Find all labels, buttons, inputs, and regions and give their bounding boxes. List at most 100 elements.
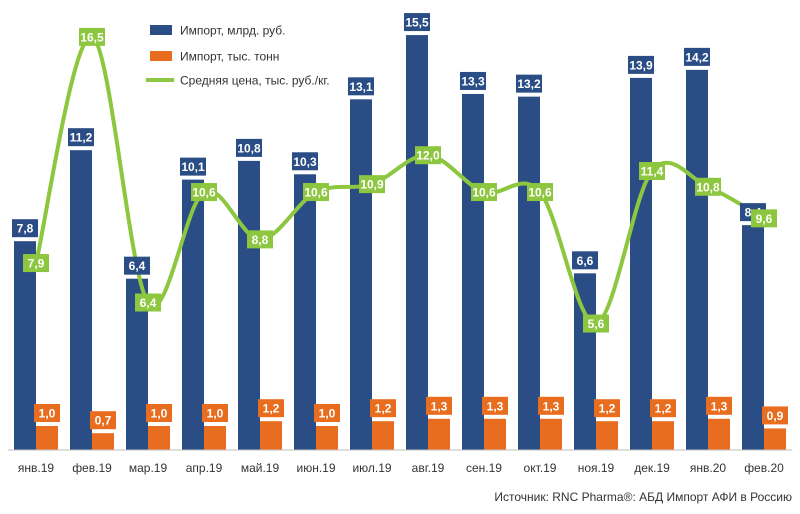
label-import-tons-май.19-box <box>258 399 284 418</box>
legend-swatch-1 <box>150 25 172 35</box>
label-import-tons-апр.19-text: 1,0 <box>207 407 224 421</box>
label-avg-price-мар.19: 6,4 <box>135 293 161 312</box>
label-avg-price-дек.19: 11,4 <box>639 162 665 180</box>
bar-import-rub-сен.19 <box>462 93 484 451</box>
bar-import-tons-апр.19 <box>204 426 226 450</box>
label-import-tons-июн.19: 1,0 <box>314 404 340 422</box>
label-avg-price-сен.19-text: 10,6 <box>472 186 496 200</box>
avg-price-labels: 7,9 16,5 6,4 10,6 8,8 10,6 10,9 12,0 10,6 10,6 5,6… <box>23 27 777 333</box>
label-avg-price-май.19-text: 8,8 <box>252 233 269 247</box>
label-import-tons-май.19-text: 1,2 <box>263 402 280 416</box>
x-tick-янв.19: янв.19 <box>18 461 55 475</box>
label-import-rub-сен.19-text: 13,3 <box>461 74 485 88</box>
label-avg-price-апр.19: 10,6 <box>191 183 217 202</box>
label-avg-price-апр.19-text: 10,6 <box>192 186 216 200</box>
bar-import-rub-май.19 <box>238 160 260 450</box>
label-import-tons-авг.19-text: 1,3 <box>431 399 448 413</box>
legend-label-2: Импорт, тыс. тонн <box>180 50 279 64</box>
label-avg-price-июн.19-text: 10,6 <box>304 186 328 200</box>
label-import-rub-июл.19-text: 13,1 <box>349 80 373 94</box>
bar-import-tons-мар.19 <box>148 426 170 450</box>
label-import-tons-фев.20: 0,9 <box>762 406 788 425</box>
label-import-rub-апр.19-box <box>180 157 206 176</box>
label-import-rub-авг.19-box <box>404 13 430 32</box>
label-import-rub-ноя.19-text: 6,6 <box>577 254 594 268</box>
x-tick-апр.19: апр.19 <box>186 461 223 475</box>
label-import-rub-мар.19-text: 6,4 <box>129 259 146 273</box>
label-import-tons-мар.19: 1,0 <box>146 404 172 422</box>
label-avg-price-дек.19-box <box>639 162 665 180</box>
bar-import-rub-мар.19 <box>126 278 148 450</box>
label-avg-price-авг.19-box <box>415 146 441 165</box>
bar-import-rub-авг.19 <box>406 35 428 450</box>
label-avg-price-янв.19-box <box>23 254 49 273</box>
label-avg-price-янв.19-text: 7,9 <box>28 257 45 271</box>
label-import-rub-окт.19-box <box>516 74 542 93</box>
label-import-rub-дек.19: 13,9 <box>628 55 654 74</box>
bar-import-rub-дек.19 <box>630 77 652 450</box>
label-import-tons-дек.19: 1,2 <box>650 399 676 418</box>
label-avg-price-сен.19: 10,6 <box>471 183 497 202</box>
label-avg-price-июн.19-box <box>303 183 329 202</box>
label-import-rub-июн.19-box <box>292 152 318 171</box>
import-tons-labels: 1,0 0,7 1,0 1,0 1,2 1,0 1,2 1,3 1,3 1,3 1,2 1,2 1,3 0… <box>34 396 788 430</box>
label-import-tons-апр.19: 1,0 <box>202 404 228 422</box>
bar-import-rub-янв.19 <box>14 241 36 450</box>
label-import-tons-авг.19: 1,3 <box>426 396 452 415</box>
label-import-tons-июл.19-box <box>370 399 396 418</box>
label-import-rub-янв.20: 14,2 <box>684 47 710 66</box>
label-import-tons-июн.19-box <box>314 404 340 422</box>
label-import-rub-янв.19: 7,8 <box>12 219 38 238</box>
legend: Импорт, млрд. руб. Импорт, тыс. тонн Средн… <box>146 24 330 88</box>
label-import-rub-авг.19-text: 15,5 <box>405 16 429 30</box>
bar-import-rub-фев.20 <box>742 225 764 450</box>
label-import-rub-янв.20-text: 14,2 <box>685 50 709 64</box>
label-import-rub-апр.19: 10,1 <box>180 157 206 176</box>
label-import-rub-мар.19: 6,4 <box>124 256 150 275</box>
label-import-rub-янв.20-box <box>684 47 710 66</box>
label-avg-price-май.19: 8,8 <box>247 230 273 249</box>
label-import-tons-сен.19-text: 1,3 <box>487 399 504 413</box>
label-import-tons-июл.19-text: 1,2 <box>375 402 392 416</box>
label-import-tons-май.19: 1,2 <box>258 399 284 418</box>
label-avg-price-фев.20-text: 9,6 <box>756 212 773 226</box>
label-import-tons-апр.19-box <box>202 404 228 422</box>
label-import-tons-дек.19-text: 1,2 <box>655 402 672 416</box>
label-import-rub-окт.19-text: 13,2 <box>517 77 541 91</box>
label-import-rub-сен.19: 13,3 <box>460 71 486 90</box>
label-avg-price-июн.19: 10,6 <box>303 183 329 202</box>
label-import-tons-янв.19-text: 1,0 <box>39 407 56 421</box>
import-rub-labels: 7,8 11,2 6,4 10,1 10,8 10,3 13,1 15,5 13,3 13,2 6,… <box>12 13 766 275</box>
label-avg-price-дек.19-text: 11,4 <box>641 165 664 179</box>
label-import-tons-янв.20: 1,3 <box>706 396 732 415</box>
label-import-tons-мар.19-box <box>146 404 172 422</box>
label-import-tons-ноя.19-box <box>594 399 620 418</box>
label-avg-price-фев.20: 9,6 <box>751 209 777 228</box>
label-avg-price-янв.20: 10,8 <box>695 177 721 196</box>
label-avg-price-мар.19-text: 6,4 <box>140 296 157 310</box>
label-import-rub-мар.19-box <box>124 256 150 275</box>
label-avg-price-сен.19-box <box>471 183 497 202</box>
x-tick-янв.20: янв.20 <box>690 461 727 475</box>
label-avg-price-фев.19: 16,5 <box>79 27 105 46</box>
x-tick-июн.19: июн.19 <box>296 461 335 475</box>
label-avg-price-июл.19-box <box>359 175 385 194</box>
label-avg-price-окт.19: 10,6 <box>527 183 553 202</box>
label-import-rub-июл.19: 13,1 <box>348 77 374 96</box>
label-import-tons-фев.20-box <box>762 406 788 425</box>
label-import-tons-июл.19: 1,2 <box>370 399 396 418</box>
label-import-tons-авг.19-box <box>426 396 452 415</box>
label-import-tons-сен.19-box <box>482 396 508 415</box>
label-import-rub-окт.19: 13,2 <box>516 74 542 93</box>
bar-import-rub-июн.19 <box>294 174 316 451</box>
label-import-rub-ноя.19-box <box>572 251 598 270</box>
x-tick-ноя.19: ноя.19 <box>578 461 615 475</box>
label-avg-price-ноя.19: 5,6 <box>583 314 609 333</box>
label-import-rub-янв.19-text: 7,8 <box>17 222 34 236</box>
bar-import-tons-дек.19 <box>652 421 674 450</box>
label-avg-price-июл.19-text: 10,9 <box>360 178 384 192</box>
label-import-rub-фев.19-text: 11,2 <box>70 131 93 145</box>
label-import-tons-янв.20-text: 1,3 <box>711 399 728 413</box>
label-import-rub-апр.19-text: 10,1 <box>181 160 205 174</box>
label-avg-price-мар.19-box <box>135 293 161 312</box>
